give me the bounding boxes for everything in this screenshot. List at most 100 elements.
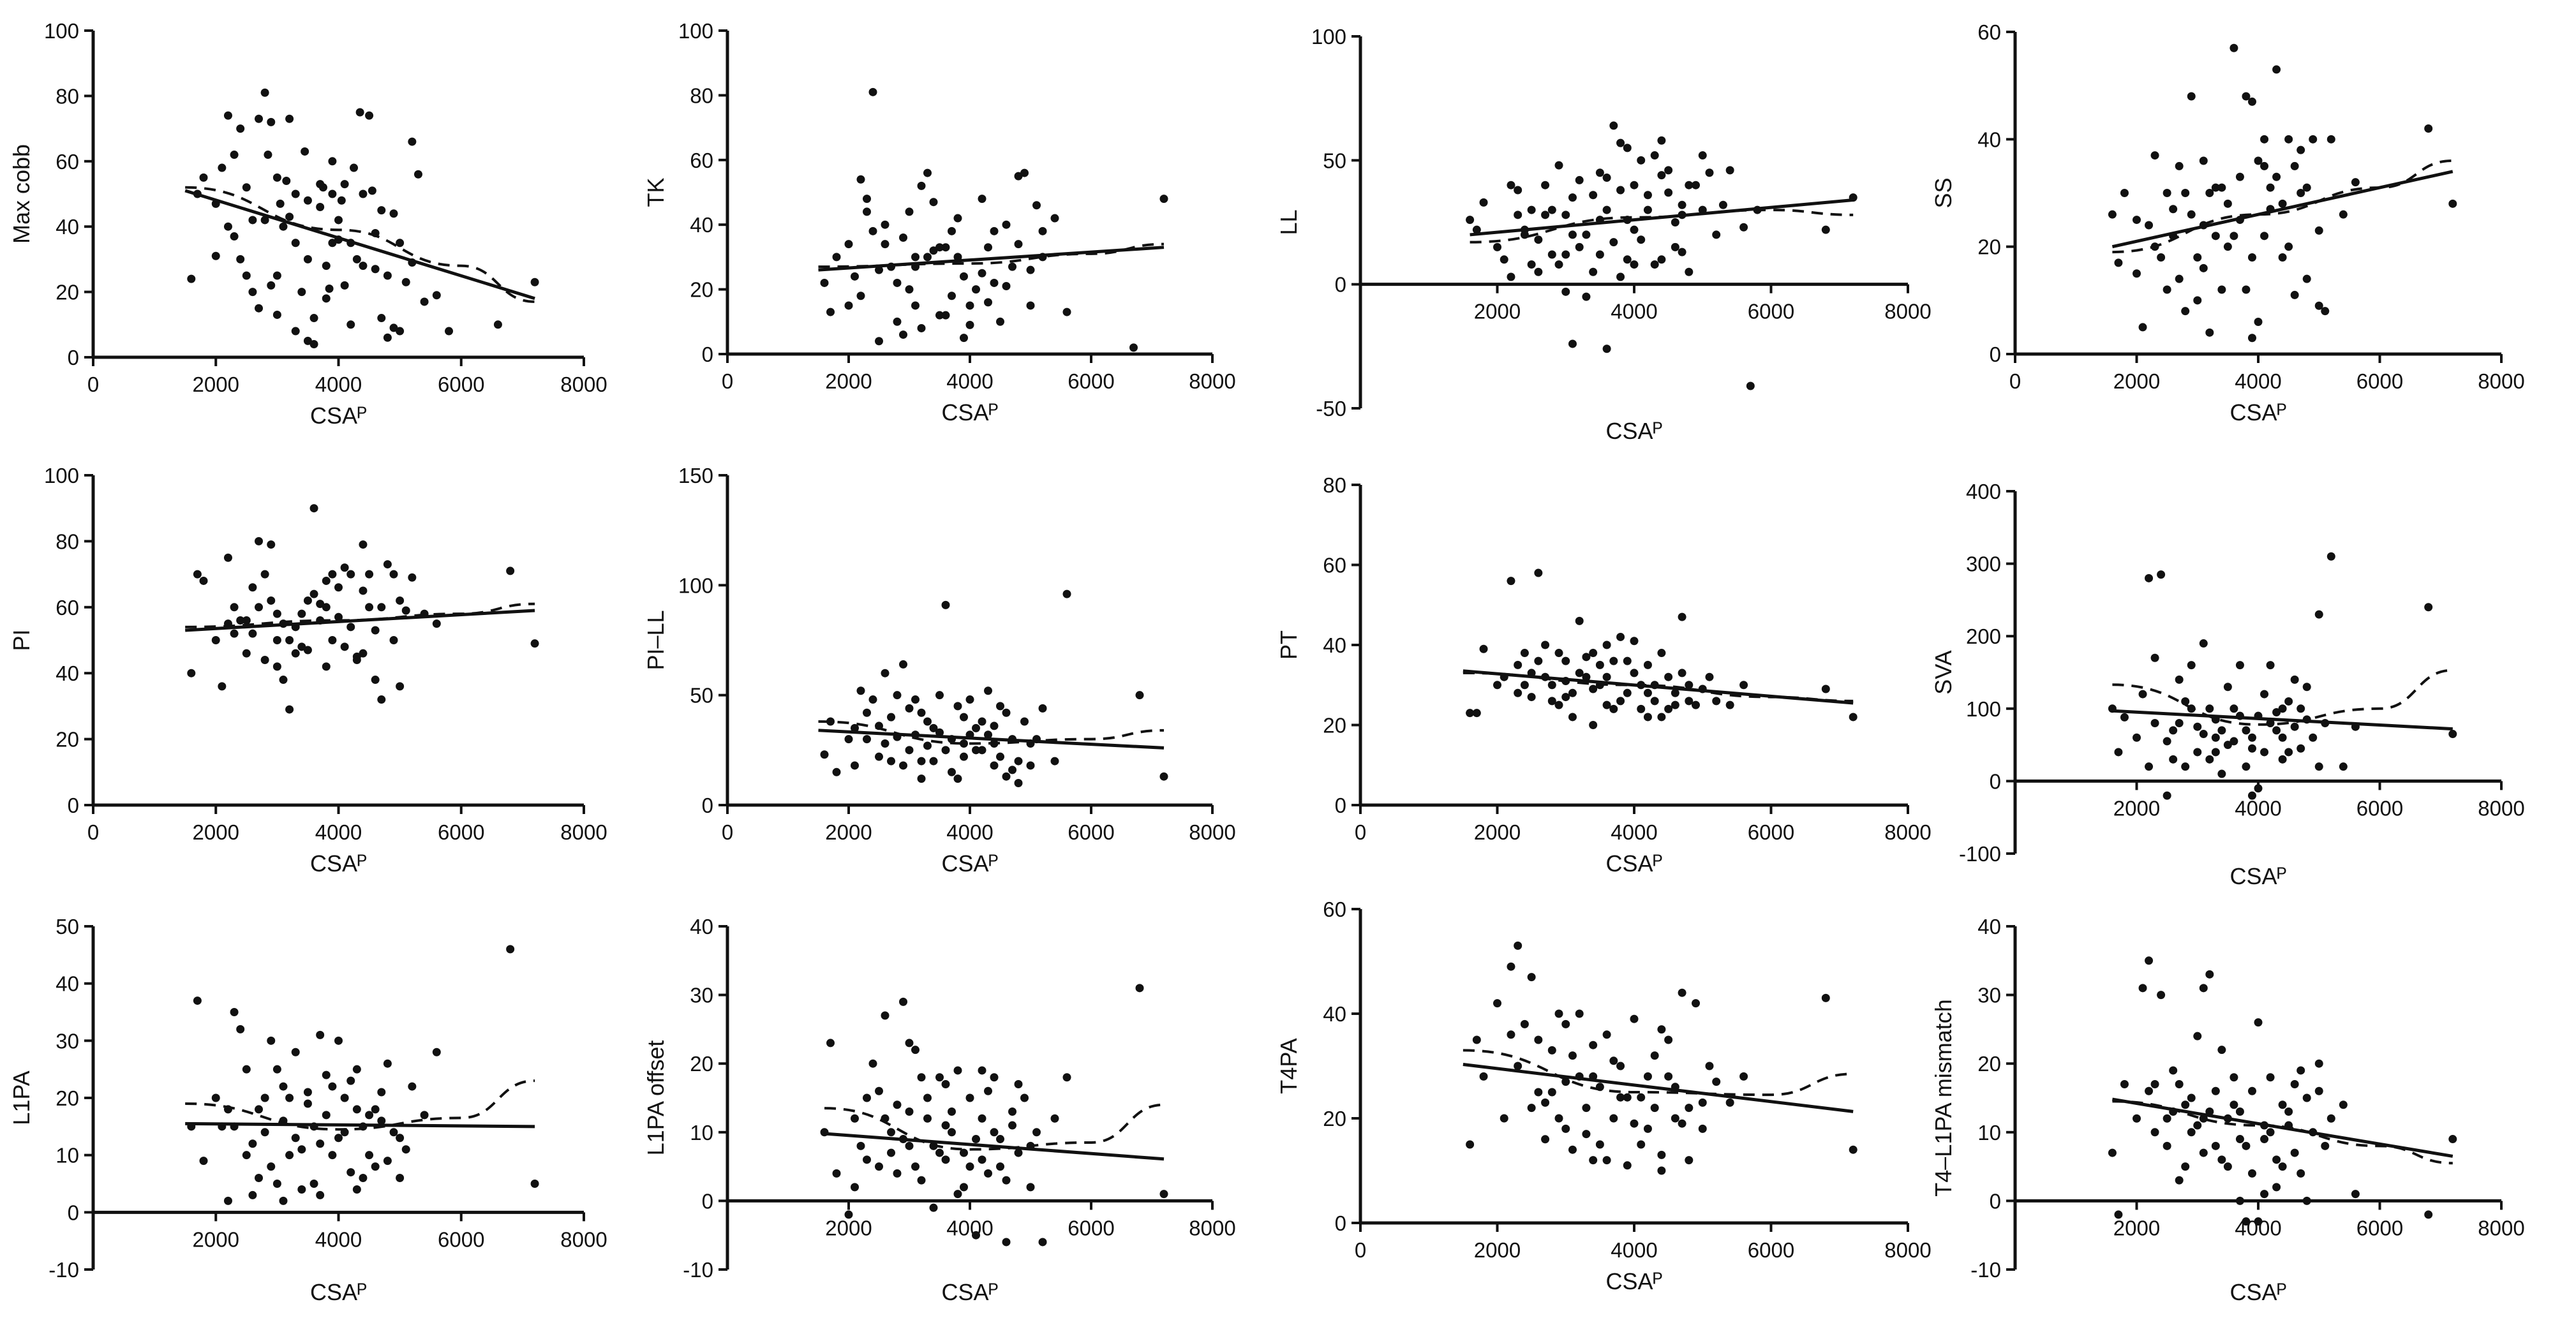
- data-point: [1643, 688, 1652, 697]
- data-point: [297, 288, 306, 297]
- data-point: [2138, 690, 2147, 699]
- data-point: [1527, 260, 1536, 269]
- data-point: [297, 609, 306, 618]
- data-point: [965, 1093, 974, 1102]
- data-point: [1698, 1124, 1707, 1133]
- data-point: [905, 207, 914, 216]
- data-point: [445, 327, 454, 336]
- data-point: [1159, 1190, 1168, 1199]
- data-point: [2114, 748, 2123, 757]
- data-point: [1527, 1104, 1536, 1113]
- data-point: [389, 323, 398, 332]
- data-point: [2235, 1107, 2244, 1116]
- data-point: [316, 180, 325, 189]
- data-point: [863, 708, 871, 717]
- x-tick-label: 6000: [1748, 300, 1794, 323]
- y-tick-label: 100: [44, 19, 79, 43]
- data-point: [316, 1030, 325, 1039]
- data-point: [285, 1093, 294, 1102]
- data-point: [303, 596, 312, 605]
- data-point: [2284, 242, 2293, 251]
- data-point: [2247, 334, 2256, 343]
- panel-max-cobb: 0 20 40 60 80 100 0 2000 4000 6000 8000 CSAᴾ Max cob…: [8, 19, 607, 429]
- data-point: [2157, 570, 2166, 579]
- data-point: [1582, 672, 1591, 681]
- data-point: [1685, 1156, 1694, 1165]
- data-point: [1595, 168, 1604, 177]
- data-point: [2193, 1032, 2202, 1040]
- data-point: [309, 340, 318, 349]
- data-point: [2309, 733, 2318, 742]
- data-point: [1705, 168, 1714, 177]
- data-point: [1671, 700, 1679, 709]
- data-point: [2302, 1093, 2311, 1102]
- data-point: [1554, 260, 1563, 269]
- data-point: [1507, 272, 1515, 281]
- data-point: [868, 226, 877, 235]
- data-point: [371, 676, 380, 685]
- data-point: [1020, 717, 1029, 726]
- data-point: [1671, 688, 1679, 697]
- data-point: [2278, 199, 2287, 208]
- data-point: [1520, 649, 1529, 658]
- data-point: [2181, 1162, 2190, 1171]
- data-point: [953, 1066, 962, 1075]
- data-point: [346, 570, 355, 579]
- data-point: [965, 1162, 974, 1171]
- x-axis-label: CSAᴾ: [941, 399, 998, 426]
- data-point: [978, 746, 986, 755]
- data-point: [309, 1180, 318, 1188]
- data-point: [267, 117, 276, 126]
- data-point: [923, 741, 932, 750]
- data-point: [2339, 210, 2348, 219]
- data-point: [2297, 744, 2305, 753]
- data-point: [990, 1128, 999, 1137]
- data-point: [1678, 669, 1686, 678]
- x-tick-label: 2000: [193, 373, 239, 396]
- x-axis-label: CSAᴾ: [310, 1279, 367, 1305]
- linear-fit-line: [184, 189, 535, 300]
- data-point: [856, 292, 865, 300]
- data-point: [2223, 242, 2232, 251]
- data-point: [303, 646, 312, 655]
- data-point: [990, 1073, 999, 1082]
- data-point: [826, 1039, 835, 1048]
- data-point: [325, 284, 334, 293]
- y-tick-label: -10: [48, 1258, 79, 1282]
- y-tick-label: -10: [683, 1258, 713, 1282]
- data-point: [935, 728, 944, 737]
- data-point: [972, 285, 980, 294]
- y-tick-label: 10: [690, 1121, 713, 1144]
- data-point: [996, 702, 1004, 711]
- data-point: [996, 752, 1004, 761]
- data-point: [2242, 1217, 2251, 1226]
- data-point: [1602, 1156, 1611, 1165]
- data-point: [2199, 263, 2208, 272]
- x-tick-label: 2000: [2113, 1216, 2160, 1240]
- data-point: [1630, 1014, 1639, 1023]
- data-point: [1582, 1104, 1591, 1113]
- data-point: [359, 262, 368, 270]
- data-point: [2302, 683, 2311, 692]
- data-point: [2150, 653, 2159, 662]
- x-tick-label: 0: [1355, 820, 1366, 844]
- data-point: [1014, 1148, 1023, 1157]
- data-point: [893, 317, 902, 326]
- data-point: [346, 320, 355, 329]
- y-tick-label: 10: [56, 1144, 79, 1167]
- data-point: [2278, 755, 2287, 764]
- data-point: [2351, 1190, 2360, 1199]
- data-point: [832, 767, 841, 776]
- y-tick-label: 0: [68, 1201, 79, 1224]
- data-point: [334, 1036, 343, 1045]
- data-point: [432, 619, 441, 628]
- y-tick-label: 20: [56, 281, 79, 304]
- data-point: [868, 87, 877, 96]
- data-point: [272, 609, 281, 618]
- data-point: [1514, 211, 1523, 219]
- data-point: [1561, 693, 1570, 702]
- data-point: [1705, 1062, 1714, 1070]
- data-point: [389, 636, 398, 644]
- data-point: [863, 207, 871, 216]
- y-tick-label: 40: [1323, 633, 1346, 657]
